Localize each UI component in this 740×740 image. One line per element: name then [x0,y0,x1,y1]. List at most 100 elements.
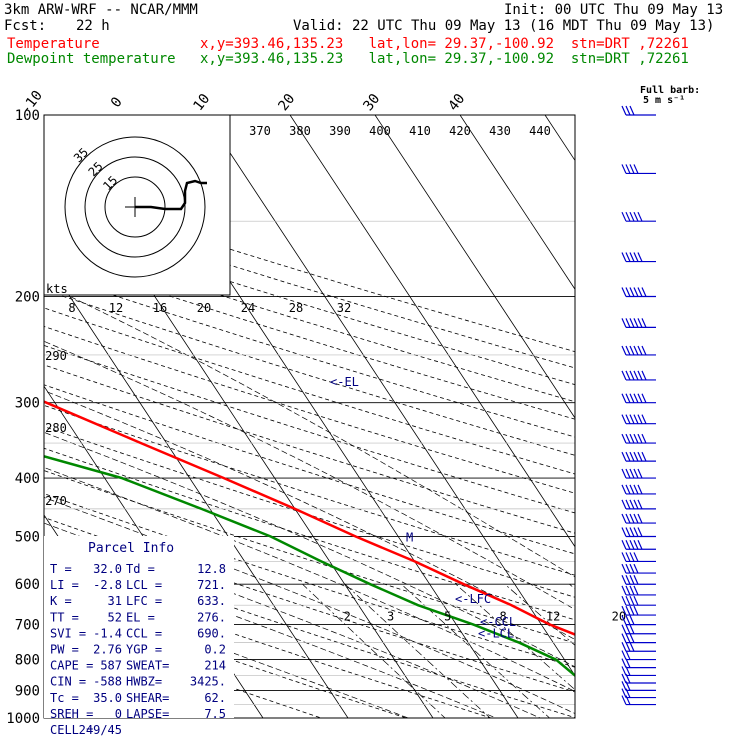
pressure-tick-label: 400 [15,471,40,487]
wind-barb-flag [625,574,631,585]
theta-e-label: 20 [197,301,211,315]
wind-barb-flag [621,393,627,403]
isotherm-line [374,115,575,419]
level-annotation: <-LCL [478,626,514,640]
wind-barb-flag [621,658,627,668]
parcel-info-box: Parcel Info T = 32.0 Td = 12.8 LI = -2.8 LCL =… [44,536,234,737]
parcel-info-value: 3425. [190,675,226,689]
wind-barb-flag [633,540,639,550]
theta-label: 390 [329,124,351,138]
wind-barb-flag [633,499,639,510]
mixing-ratio-label: 20 [612,610,626,624]
wind-barb-flag [633,451,639,462]
parcel-info-value: 2.76 [93,643,122,657]
level-annotation: M [406,530,413,544]
wind-barb-flag [629,552,635,562]
parcel-info-value: LFC = [126,594,162,608]
parcel-info-value: 587 [100,659,122,673]
wind-barb-flag [637,370,643,381]
wind-barb-flag [621,688,627,698]
parcel-info-value: 35.0 [93,691,122,705]
moist-adiabat-line [69,296,575,578]
moist-adiabat-line [44,522,542,718]
parcel-info-value: TT = [50,610,79,624]
wind-barb-flag [621,615,627,625]
theta-label: 400 [369,124,391,138]
wind-barb-flag [629,451,635,462]
wind-barb-flag [625,615,631,625]
pressure-tick-label: 300 [15,396,40,412]
wind-barb-flag [621,563,627,574]
wind-barb-flag [629,574,635,585]
wind-barb-flag [633,287,639,297]
wind-barb-flag [621,433,627,444]
wind-barb-flag [633,552,639,562]
hodograph-units: kts [46,282,68,296]
wind-barb-flag [625,650,631,660]
parcel-info-value: CCL = [126,626,162,640]
wind-barb-flag [629,345,635,356]
theta-label: 280 [45,421,67,435]
wind-barb-flag [629,615,635,625]
parcel-info-value: K = [50,594,72,608]
pressure-tick-label: 1000 [6,711,40,727]
wind-barb-flag [633,468,639,479]
pressure-tick-label: 600 [15,577,40,593]
wind-barb-flag [637,468,643,479]
wind-barb-flag [641,414,647,424]
parcel-info-value: CIN = [50,675,86,689]
parcel-info-value: PW = [50,643,79,657]
wind-barb-flag [625,414,631,424]
parcel-info-value: T = [50,562,72,576]
wind-barb-flag [621,287,627,297]
pressure-tick-label: 200 [15,290,40,306]
wind-barb-flag [641,451,647,462]
forecast-label: Fcst: [4,18,47,34]
parcel-info-value: 214 [204,659,226,673]
dry-adiabat-line [44,517,575,693]
wind-barb-flag [629,105,635,116]
parcel-info-value: 721. [197,578,226,592]
parcel-info-title: Parcel Info [88,541,174,556]
hodograph-trace [135,179,207,211]
wind-barb-flag [625,624,631,635]
wind-barb-flag [621,499,627,510]
wind-barb-flag [621,540,627,550]
wind-barb-flag [621,527,627,537]
wind-barb-flag [637,513,643,524]
wind-barb-flag [625,527,631,537]
wind-barb-flag [625,605,631,616]
wind-barb-flag [637,345,643,356]
theta-label: 410 [409,124,431,138]
wind-barb-flag [621,318,627,328]
wind-barb-flag [625,585,631,596]
theta-label: 420 [449,124,471,138]
wind-barb-flag [641,345,647,356]
wind-barb-flag [641,393,647,403]
dry-adiabat-line [44,447,575,621]
parcel-info-value: LAPSE= [126,707,169,721]
forecast-hour: 22 h [76,18,110,34]
wind-barb-flag [637,414,643,424]
level-annotation: <-CCL [480,615,516,629]
wind-barb-flag [621,624,627,635]
parcel-info-value: Td = [126,562,155,576]
wind-barb-flag [621,633,627,643]
wind-barb-flag [633,345,639,356]
mixing-ratio-line [302,583,446,718]
barb-note-line2: 5 m s⁻¹ [643,95,685,106]
dewpoint-line [44,455,575,677]
parcel-info-value: SVI = [50,626,86,640]
parcel-info-value: -1.4 [93,626,122,640]
parcel-info-value: CELL = [50,723,93,737]
moist-adiabat-line [44,390,575,640]
wind-barb-flag [621,695,627,705]
wind-barb-flag [637,318,643,328]
wind-barb-flag [633,414,639,424]
level-annotation: <-EL [330,375,359,389]
wind-barb-flag [621,414,627,424]
parcel-info-value: CAPE = [50,659,93,673]
barb-note-line1: Full barb: [640,85,700,96]
wind-barb-flag [633,370,639,381]
theta-label: 290 [45,349,67,363]
